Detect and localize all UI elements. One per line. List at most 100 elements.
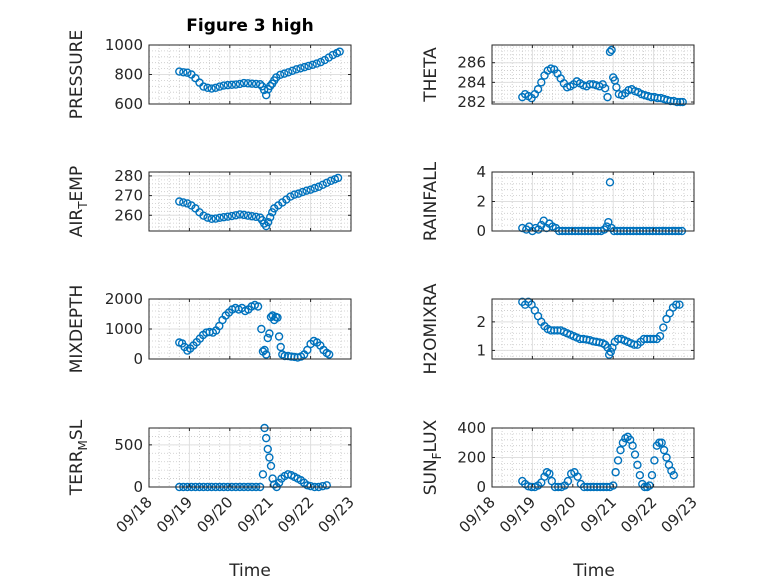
series-pressure	[175, 47, 344, 100]
data-point	[263, 444, 272, 454]
axes-box	[148, 427, 352, 488]
data-point	[300, 62, 309, 72]
data-point	[203, 213, 212, 222]
data-point	[302, 186, 311, 195]
y-tick-label: 500	[114, 436, 143, 454]
data-point	[630, 450, 640, 459]
data-point	[261, 350, 271, 359]
data-point	[306, 185, 315, 194]
y-tick-label: 270	[114, 187, 143, 205]
data-point	[655, 331, 665, 341]
data-point	[600, 84, 610, 93]
data-point	[253, 302, 263, 311]
data-point	[635, 471, 645, 480]
data-point	[223, 212, 232, 221]
data-point	[211, 214, 220, 223]
data-point	[243, 79, 253, 88]
data-point	[304, 61, 313, 71]
data-point	[183, 199, 192, 208]
y-tick-label: 1	[476, 341, 486, 359]
data-point	[335, 47, 344, 56]
data-point	[265, 329, 274, 338]
data-point	[318, 481, 327, 491]
subplot-pressure: 600 800 1000 PRESSURE	[67, 30, 352, 119]
data-point	[609, 481, 618, 490]
data-point	[314, 182, 323, 191]
y-tick-label: 280	[114, 167, 143, 185]
data-point	[175, 197, 184, 206]
data-point	[292, 65, 301, 74]
data-point	[306, 481, 315, 491]
y-tick-label: 4	[476, 163, 486, 181]
data-point	[284, 68, 293, 77]
data-point	[616, 445, 625, 455]
data-point	[261, 433, 271, 443]
data-point	[659, 323, 668, 332]
axes-box	[148, 171, 352, 232]
figure-title: Figure 3 high	[186, 16, 314, 36]
y-axis-label-theta: THETA	[421, 47, 441, 103]
series-airtemp	[175, 173, 343, 231]
data-point	[260, 345, 269, 355]
data-point	[270, 480, 279, 489]
y-tick-label: 0	[133, 350, 143, 368]
data-point	[613, 456, 623, 465]
data-point	[650, 456, 659, 465]
data-point	[274, 478, 284, 487]
data-point	[223, 80, 232, 90]
data-point	[258, 470, 268, 479]
data-point	[255, 80, 265, 89]
data-point	[618, 438, 628, 447]
data-point	[219, 81, 228, 90]
data-point	[318, 180, 327, 189]
data-point	[669, 471, 678, 480]
data-point	[675, 300, 684, 309]
data-point	[676, 97, 685, 107]
axes-box	[491, 298, 695, 360]
y-axis-label-h2omixra: H2OMIXRA	[421, 283, 441, 374]
data-point	[227, 80, 237, 90]
data-point	[657, 438, 666, 447]
series-h2omixra	[518, 297, 684, 359]
data-point	[672, 300, 681, 309]
data-point	[294, 189, 303, 198]
data-point	[537, 78, 546, 87]
data-point	[263, 333, 272, 343]
data-point	[286, 192, 295, 201]
data-point	[545, 469, 554, 478]
data-point	[266, 81, 275, 91]
y-tick-label: 200	[457, 449, 486, 467]
data-point	[326, 176, 335, 186]
data-point	[678, 97, 687, 107]
data-point	[235, 79, 245, 89]
data-point	[215, 213, 224, 223]
y-tick-label: 284	[457, 73, 486, 91]
data-point	[672, 97, 682, 107]
data-point	[207, 214, 216, 224]
data-point	[261, 221, 271, 231]
y-axis-label-rainfall: RAINFALL	[421, 161, 441, 241]
subplot-h2omixra: 1 2 H2OMIXRA	[421, 283, 695, 375]
y-axis-label-mixdepth: MIXDEPTH	[67, 285, 87, 374]
data-point	[310, 183, 319, 193]
data-point	[563, 476, 573, 486]
y-axis-label-airtemp: AIRTEMP	[67, 166, 90, 237]
data-point	[231, 80, 241, 89]
data-point	[308, 60, 317, 69]
data-point	[607, 45, 616, 55]
data-point	[259, 85, 269, 95]
y-axis-label-sunflux: SUNFLUX	[421, 419, 444, 495]
y-tick-label: 1000	[105, 36, 143, 54]
data-point	[298, 187, 307, 197]
data-point	[211, 83, 220, 92]
data-point	[606, 347, 615, 357]
x-axis-label-right: Time	[572, 561, 615, 581]
x-axis-label-left: Time	[228, 561, 271, 581]
data-point	[280, 69, 289, 78]
data-point	[268, 208, 277, 217]
data-point	[266, 461, 276, 471]
data-point	[573, 472, 582, 481]
data-point	[605, 47, 615, 57]
